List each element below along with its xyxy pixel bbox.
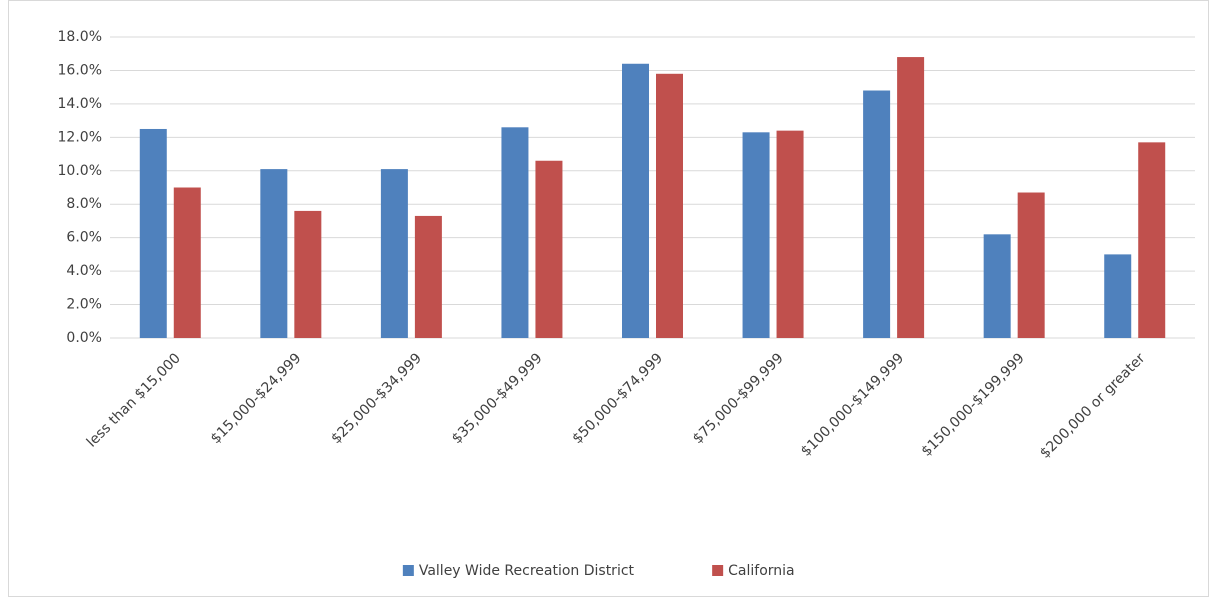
bar [380, 169, 408, 338]
y-tick-label: 4.0% [66, 263, 102, 279]
bar [622, 63, 649, 338]
bar [983, 234, 1011, 338]
y-tick-label: 16.0% [58, 62, 102, 78]
y-tick-label: 2.0% [66, 297, 102, 313]
legend-swatch [402, 565, 414, 576]
bar [139, 128, 167, 338]
bar [173, 187, 201, 338]
y-tick-label: 18.0% [58, 29, 102, 45]
bar [260, 169, 288, 338]
y-tick-label: 14.0% [58, 96, 102, 112]
bar [1138, 142, 1166, 338]
legend-label: California [728, 563, 794, 579]
bar [656, 73, 683, 339]
y-tick-label: 0.0% [66, 330, 102, 346]
y-tick-label: 6.0% [66, 230, 102, 246]
bar [414, 215, 442, 338]
bar [776, 130, 804, 338]
bar [1104, 254, 1132, 338]
y-tick-label: 10.0% [58, 163, 102, 179]
bar [1017, 192, 1045, 338]
bar [501, 127, 529, 338]
y-tick-label: 8.0% [66, 196, 102, 212]
bar [535, 160, 563, 338]
bar [294, 210, 322, 338]
bar [742, 132, 770, 338]
bar [863, 90, 891, 338]
y-tick-label: 12.0% [58, 129, 102, 145]
bar [897, 57, 925, 339]
legend-label: Valley Wide Recreation District [419, 563, 635, 579]
legend-swatch [712, 565, 724, 576]
